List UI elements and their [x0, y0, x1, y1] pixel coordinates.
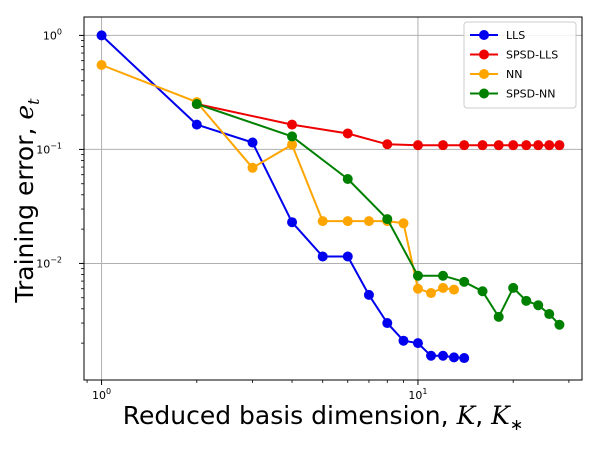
data-point-lls — [247, 137, 258, 148]
x-tick-base: 10 — [92, 389, 106, 402]
data-point-nn — [363, 216, 374, 227]
data-point-spsd-nn — [533, 300, 544, 311]
data-point-lls — [317, 251, 328, 262]
legend-item-lls: LLS — [470, 29, 525, 42]
legend-marker-spsd-nn — [479, 88, 489, 99]
data-point-spsd-nn — [493, 311, 504, 322]
legend-box — [463, 21, 577, 109]
data-point-lls — [438, 350, 449, 361]
data-point-spsd-lls — [459, 140, 470, 151]
data-point-spsd-lls — [477, 140, 488, 151]
data-point-spsd-lls — [382, 139, 393, 150]
data-point-spsd-lls — [554, 140, 565, 151]
x-tick-label: 100 — [92, 387, 111, 402]
legend-label-lls: LLS — [506, 29, 525, 42]
data-point-spsd-lls — [493, 140, 504, 151]
plot-frame — [83, 16, 583, 381]
y-tick-label: 10−2 — [36, 255, 62, 270]
legend-item-spsd-lls: SPSD-LLS — [470, 49, 558, 62]
y-tick-base: 10 — [36, 143, 50, 156]
data-point-spsd-nn — [191, 99, 202, 110]
data-point-lls — [382, 318, 393, 329]
data-point-spsd-lls — [544, 140, 555, 151]
x-tick-base: 10 — [408, 389, 422, 402]
data-point-spsd-lls — [342, 128, 353, 139]
data-point-spsd-lls — [508, 140, 519, 151]
data-point-lls — [398, 335, 409, 346]
legend: LLS SPSD-LLS NN SPSD-NN — [463, 21, 577, 109]
legend-marker-spsd-lls — [479, 49, 489, 60]
data-point-spsd-nn — [508, 282, 519, 293]
legend-item-nn: NN — [470, 68, 522, 81]
data-point-spsd-nn — [382, 214, 393, 225]
data-point-nn — [317, 216, 328, 227]
y-tick-base: 10 — [36, 257, 50, 270]
y-tick-base: 10 — [43, 29, 57, 42]
series-spsd-nn — [191, 99, 565, 330]
data-point-spsd-nn — [521, 295, 532, 306]
data-point-spsd-nn — [554, 319, 565, 330]
x-axis-label-comma: , — [475, 401, 491, 430]
data-point-spsd-nn — [412, 270, 423, 281]
data-point-spsd-nn — [544, 309, 555, 320]
data-point-spsd-lls — [438, 140, 449, 151]
data-point-nn — [426, 288, 437, 299]
legend-label-nn: NN — [506, 68, 522, 81]
data-point-lls — [363, 289, 374, 300]
y-tick-label: 100 — [43, 27, 62, 42]
y-axis-label-text: Training error, — [10, 120, 39, 304]
series-layer — [96, 30, 565, 364]
x-tick-label: 101 — [408, 387, 427, 402]
legend-marker-lls — [479, 30, 489, 40]
data-point-nn — [398, 218, 409, 229]
y-tick-exponent: −1 — [50, 141, 62, 150]
data-point-spsd-lls — [533, 140, 544, 151]
data-point-lls — [459, 353, 470, 364]
y-axis-symbol-t-sub: t — [24, 98, 43, 105]
data-point-spsd-nn — [459, 276, 470, 287]
data-point-nn — [412, 283, 423, 294]
data-point-nn — [96, 60, 107, 71]
x-axis-symbol-k: K — [456, 401, 477, 430]
y-tick-label: 10−1 — [36, 141, 62, 156]
data-point-spsd-nn — [438, 270, 449, 281]
series-spsd-lls — [191, 99, 565, 151]
x-axis-symbol-star-sub: ∗ — [510, 415, 523, 434]
data-point-spsd-lls — [287, 119, 298, 130]
data-point-lls — [426, 350, 437, 361]
data-point-lls — [96, 30, 107, 41]
data-point-spsd-lls — [521, 140, 532, 151]
data-point-nn — [448, 284, 459, 295]
y-tick-exponent: 0 — [57, 27, 62, 36]
data-point-lls — [287, 217, 298, 228]
data-point-nn — [342, 216, 353, 227]
legend-marker-nn — [479, 69, 489, 79]
x-axis-label: Reduced basis dimension, K, K∗ — [123, 401, 524, 434]
data-point-lls — [448, 352, 459, 363]
data-point-nn — [438, 282, 449, 293]
data-point-lls — [191, 119, 202, 130]
y-axis-symbol-e: e — [10, 105, 39, 120]
legend-item-spsd-nn: SPSD-NN — [470, 88, 556, 101]
y-tick-exponent: −2 — [50, 255, 62, 264]
series-lls — [96, 30, 470, 364]
x-tick-exponent: 1 — [422, 387, 427, 396]
data-point-lls — [342, 251, 353, 262]
data-point-spsd-lls — [412, 140, 423, 151]
x-tick-exponent: 0 — [106, 387, 111, 396]
data-point-lls — [412, 338, 423, 349]
data-point-spsd-nn — [287, 131, 298, 142]
data-point-nn — [287, 139, 298, 150]
y-axis-label: Training error, et — [10, 98, 43, 304]
legend-label-spsd-nn: SPSD-NN — [506, 88, 556, 101]
legend-label-spsd-lls: SPSD-LLS — [506, 49, 558, 62]
x-axis-symbol-k-star: K — [490, 401, 511, 430]
data-point-spsd-nn — [477, 286, 488, 297]
data-point-spsd-nn — [342, 174, 353, 185]
x-axis-label-text: Reduced basis dimension, — [123, 401, 457, 430]
data-point-nn — [247, 162, 258, 173]
